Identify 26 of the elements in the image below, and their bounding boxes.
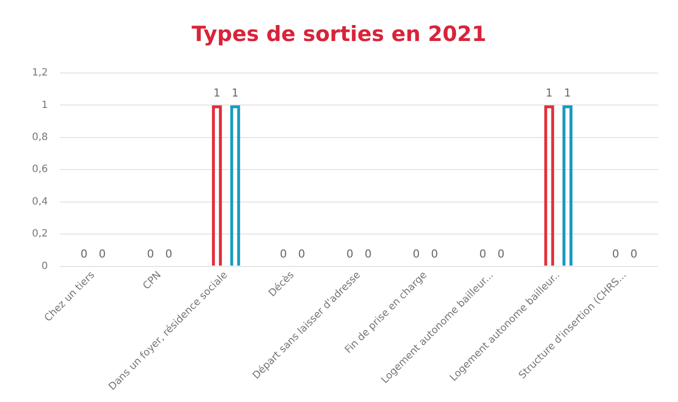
y-tick-label: 0 <box>42 260 48 272</box>
data-label: 1 <box>546 86 553 100</box>
data-label: 1 <box>232 86 239 100</box>
data-label: 0 <box>346 248 354 261</box>
data-label: 0 <box>364 248 372 261</box>
data-label: 0 <box>431 248 438 261</box>
y-tick-label: 0,6 <box>32 164 48 176</box>
data-label: 0 <box>498 248 504 261</box>
data-label: 1 <box>564 86 571 100</box>
data-label: 0 <box>479 248 486 261</box>
y-tick-label: 1 <box>42 100 48 111</box>
data-label: 0 <box>165 248 172 261</box>
y-tick-label: 0,4 <box>32 196 48 208</box>
data-label: 0 <box>298 248 306 261</box>
data-label: 0 <box>412 248 420 261</box>
data-label: 0 <box>98 248 106 261</box>
chart-title: Types de sorties en 2021 <box>190 22 488 46</box>
data-label: 0 <box>280 248 287 261</box>
data-label: 0 <box>630 248 638 261</box>
y-tick-label: 1,2 <box>32 68 48 79</box>
data-label: 0 <box>612 248 620 261</box>
y-tick-label: 0,8 <box>32 132 48 144</box>
data-label: 0 <box>80 248 88 261</box>
data-label: 1 <box>213 86 220 100</box>
y-tick-label: 0,2 <box>32 228 48 240</box>
data-label: 0 <box>146 248 154 261</box>
